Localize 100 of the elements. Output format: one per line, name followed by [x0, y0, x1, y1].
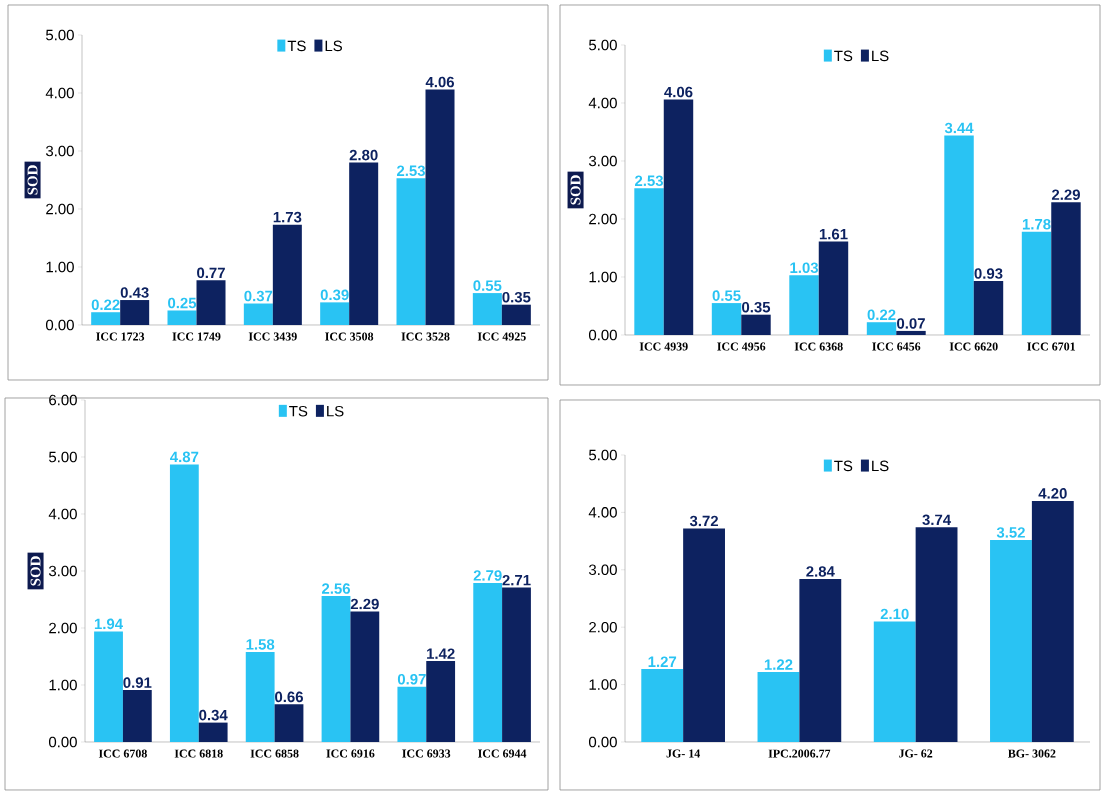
data-label: 1.27	[648, 656, 677, 667]
bar	[818, 241, 849, 335]
bar	[196, 280, 226, 325]
data-label: 2.56	[321, 583, 351, 594]
y-tick-label: 6.00	[49, 394, 77, 406]
bar	[711, 303, 742, 335]
x-tick-label: ICC 1723	[96, 332, 145, 341]
data-label: 2.53	[635, 175, 664, 187]
x-tick-label: ICC 6620	[949, 342, 998, 351]
y-tick-label: 2.00	[49, 622, 77, 634]
x-tick-label: ICC 6708	[98, 749, 147, 758]
x-tick-label: ICC 4939	[639, 342, 688, 351]
data-label: 4.06	[664, 86, 693, 98]
bar	[320, 302, 350, 325]
bar	[1031, 500, 1074, 742]
x-tick-label: IPC.2006.77	[768, 749, 831, 758]
data-label: 1.73	[273, 211, 302, 223]
x-tick-label: ICC 4925	[477, 332, 526, 341]
bar	[915, 527, 958, 742]
data-label: 0.07	[897, 318, 925, 329]
bar	[473, 582, 503, 742]
data-label: 2.71	[502, 574, 531, 586]
bar	[502, 587, 531, 742]
bar	[973, 281, 1004, 335]
data-label: 1.78	[1022, 218, 1051, 230]
data-label: 0.66	[275, 691, 303, 703]
bar	[245, 651, 275, 742]
bar	[641, 669, 684, 742]
data-label: 0.35	[742, 301, 771, 313]
legend-label: LS	[872, 50, 889, 62]
y-tick-label: 5.00	[589, 39, 617, 51]
y-tick-label: 5.00	[49, 451, 77, 463]
data-label: 3.74	[922, 514, 952, 526]
data-label: 1.58	[246, 639, 275, 650]
y-tick-label: 2.00	[46, 203, 74, 215]
y-tick-label: 5.00	[46, 29, 74, 41]
data-label: 0.91	[123, 677, 152, 688]
bar	[683, 528, 725, 742]
data-label: 0.22	[91, 299, 120, 311]
bar	[169, 464, 199, 742]
y-tick-label: 3.00	[48, 565, 77, 577]
data-label: 0.22	[867, 309, 896, 321]
data-label: 3.72	[689, 515, 718, 527]
data-label: 2.53	[396, 165, 425, 177]
bar	[799, 578, 842, 742]
bar	[321, 596, 351, 742]
bar	[167, 310, 197, 325]
y-tick-label: 1.00	[46, 261, 74, 273]
bar	[1021, 231, 1052, 335]
data-label: 0.55	[712, 290, 741, 301]
x-tick-label: ICC 1749	[172, 332, 221, 341]
legend-label: LS	[327, 405, 344, 417]
data-label: 1.03	[790, 262, 819, 274]
x-tick-label: ICC 6933	[402, 749, 451, 758]
bar	[866, 322, 897, 335]
data-label: 0.35	[502, 291, 531, 303]
bar	[397, 686, 427, 742]
bar	[426, 661, 456, 742]
x-tick-label: ICC 3528	[401, 332, 450, 341]
bar	[91, 312, 121, 325]
y-axis-title: SOD	[570, 175, 581, 205]
data-label: 0.43	[120, 287, 149, 298]
bar	[243, 303, 273, 325]
bar	[350, 611, 380, 742]
data-label: 2.29	[1051, 189, 1080, 200]
data-label: 2.79	[473, 570, 502, 581]
bar	[944, 135, 974, 335]
y-tick-label: 4.00	[48, 508, 77, 520]
y-tick-label: 3.00	[588, 155, 617, 167]
data-label: 1.22	[764, 659, 793, 670]
x-tick-label: JG- 62	[899, 749, 933, 758]
bar	[349, 162, 379, 325]
legend-label: TS	[834, 50, 853, 62]
legend-label: LS	[872, 460, 889, 472]
data-label: 4.20	[1038, 488, 1067, 499]
bar	[120, 300, 150, 325]
y-tick-label: 1.00	[49, 679, 77, 691]
y-axis-title: SOD	[27, 165, 38, 195]
y-tick-label: 3.00	[588, 564, 617, 576]
data-label: 0.25	[168, 297, 197, 309]
data-label: 0.97	[397, 673, 426, 685]
x-tick-label: ICC 6368	[794, 342, 843, 351]
legend-label: TS	[289, 405, 308, 417]
bar	[757, 671, 800, 742]
data-label: 0.34	[199, 709, 228, 721]
x-tick-label: ICC 6944	[478, 749, 527, 758]
data-label: 2.84	[806, 566, 835, 577]
bar	[501, 304, 531, 325]
y-tick-label: 4.00	[588, 507, 617, 518]
x-tick-label: ICC 6818	[174, 749, 223, 758]
bar	[472, 293, 502, 325]
data-label: 1.94	[94, 618, 123, 630]
data-label: 2.29	[350, 598, 379, 610]
data-label: 4.06	[425, 76, 455, 88]
x-tick-label: ICC 4956	[717, 342, 766, 351]
legend-label: TS	[287, 40, 306, 52]
bar	[634, 188, 664, 335]
bar	[94, 631, 123, 742]
y-axis-title: SOD	[30, 556, 41, 586]
y-tick-label: 3.00	[45, 145, 74, 157]
